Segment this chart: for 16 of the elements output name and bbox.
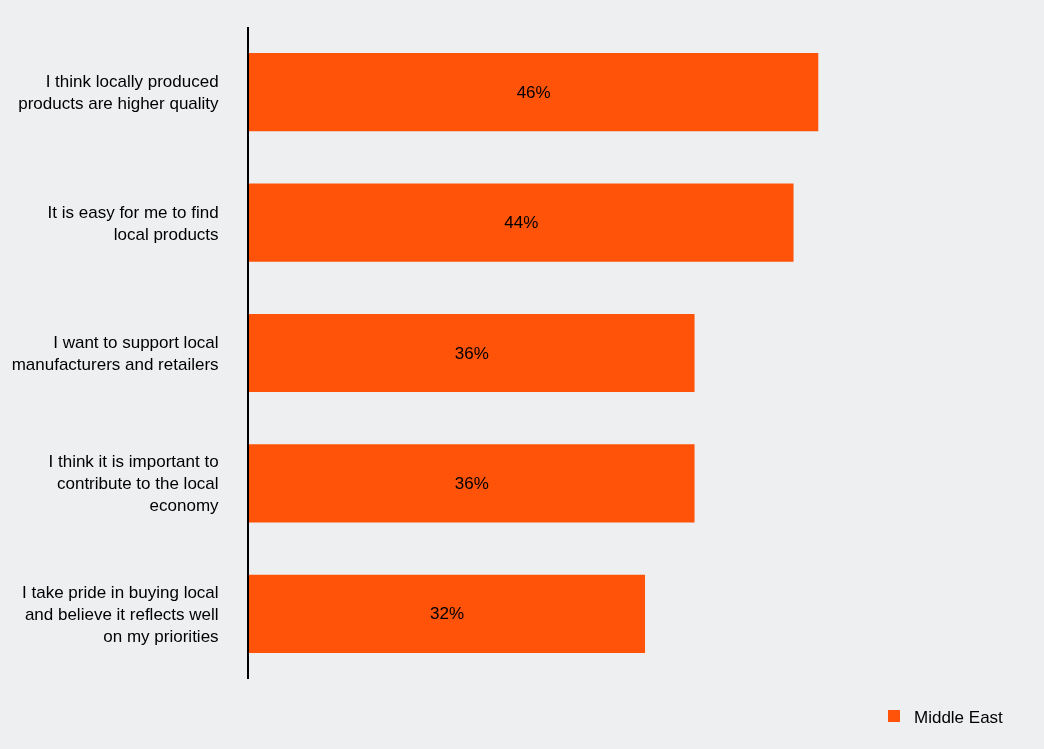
data-label: 32% (430, 604, 465, 624)
data-label: 36% (454, 473, 489, 493)
bar (249, 183, 794, 262)
data-label: 36% (454, 343, 489, 363)
data-label: 46% (516, 82, 551, 102)
bar (249, 574, 646, 653)
y-tick-label: It is easy for me to find local products (47, 202, 219, 244)
y-tick-label: I think it is important to contribute to the local economy (48, 452, 220, 516)
y-tick-label: I want to support local manufacturers and retailers (11, 332, 219, 374)
bar (249, 444, 695, 523)
y-tick-label: I think locally produced products are higher quality (18, 72, 220, 114)
y-tick-label: I take pride in buying local and believe it reflects well on my priorities (22, 582, 219, 646)
data-label: 44% (504, 213, 539, 233)
bar (249, 53, 819, 132)
bar (249, 313, 695, 393)
legend-label: Middle East (914, 707, 1004, 727)
